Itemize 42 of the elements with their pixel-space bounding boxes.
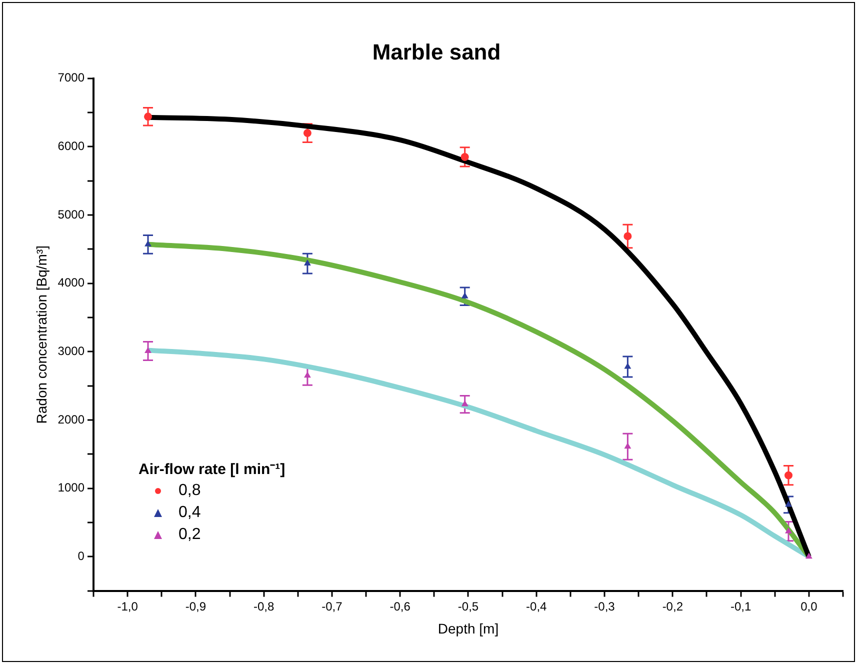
point — [144, 346, 152, 353]
y-tick-label: 7000 — [58, 70, 85, 85]
y-tick-label: 4000 — [58, 276, 85, 290]
y-tick-label: 2000 — [58, 412, 85, 426]
point — [624, 442, 632, 449]
y-tick-label: 0 — [78, 548, 85, 563]
y-tick-label: 5000 — [58, 207, 85, 222]
x-tick-label: -0,9 — [185, 599, 206, 614]
point — [144, 240, 152, 246]
point — [785, 527, 792, 534]
y-axis-title: Radon concentration [Bq/m³] — [33, 245, 50, 424]
x-tick-label: 0,0 — [800, 599, 818, 614]
point — [785, 500, 792, 507]
point — [144, 112, 152, 121]
x-tick-label: -1,0 — [117, 599, 138, 614]
x-tick-label: -0,3 — [594, 599, 616, 614]
chart-title: Marble sand — [372, 39, 501, 64]
point — [784, 471, 792, 480]
x-tick-label: -0,7 — [322, 599, 343, 614]
x-tick-label: -0,1 — [730, 599, 752, 614]
point — [461, 292, 468, 298]
point — [461, 400, 468, 406]
y-tick-label: 3000 — [58, 344, 85, 358]
x-tick-label: -0,8 — [253, 599, 274, 614]
point — [624, 232, 632, 240]
x-tick-label: -0,6 — [390, 599, 411, 614]
y-tick-label: 1000 — [58, 480, 85, 495]
legend-label: 0,8 — [178, 482, 201, 500]
point — [460, 152, 469, 161]
point — [304, 372, 311, 378]
y-tick-label: 6000 — [58, 139, 85, 154]
legend-label: 0,4 — [178, 504, 201, 522]
legend-label: 0,2 — [178, 526, 201, 544]
x-tick-label: -0,5 — [458, 599, 479, 614]
x-tick-label: -0,2 — [662, 599, 684, 614]
point — [304, 260, 311, 266]
x-tick-label: -0,4 — [526, 599, 548, 614]
point — [624, 362, 632, 369]
legend-title: Air-flow rate [l min⁻¹] — [138, 460, 286, 478]
x-axis-title: Depth [m] — [438, 620, 499, 636]
point — [805, 552, 812, 559]
point — [303, 129, 312, 138]
